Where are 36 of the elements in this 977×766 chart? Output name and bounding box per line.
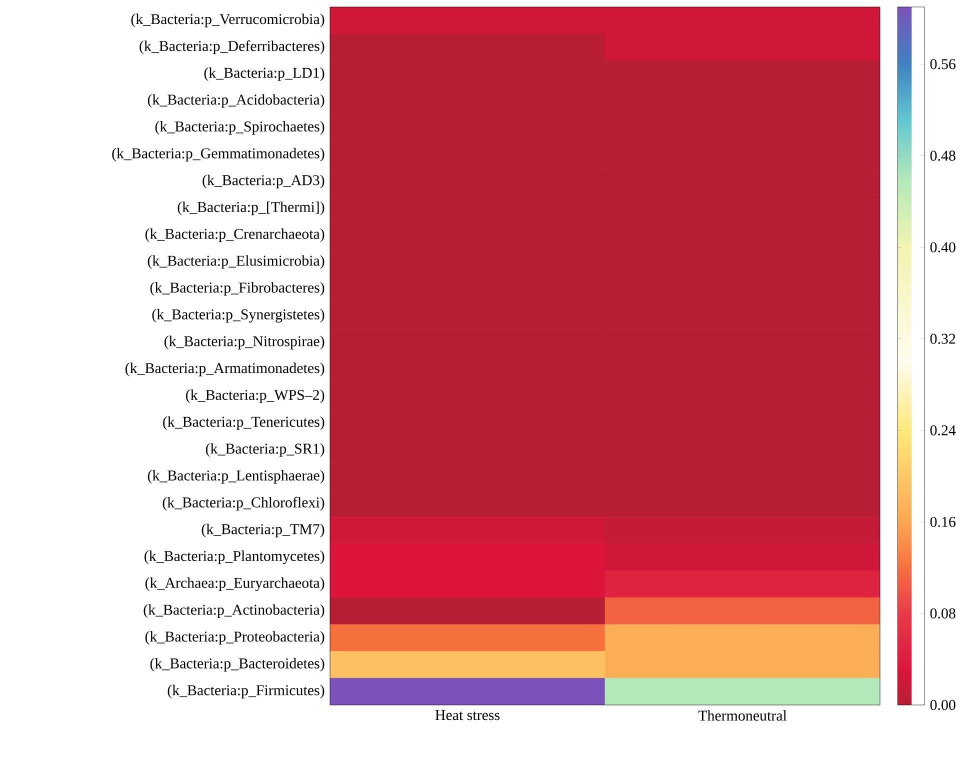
- color-bar-label: 0.08: [930, 608, 956, 619]
- y-tick-label: (k_Bacteria:p_SR1): [206, 443, 324, 457]
- color-bar-label: 0.56: [930, 59, 956, 70]
- color-bar-label: 0.00: [930, 700, 956, 710]
- y-tick-label: (k_Bacteria:p_Armatimonadetes): [125, 362, 324, 376]
- color-bar-label: 0.24: [930, 425, 956, 436]
- y-tick-label: (k_Bacteria:p_WPS–2): [186, 389, 324, 404]
- y-tick-label: (k_Bacteria:p_Proteobacteria): [145, 631, 324, 645]
- y-tick-label: (k_Bacteria:p_[Thermi]): [178, 202, 324, 216]
- color-bar-label: 0.16: [930, 516, 956, 527]
- color-bar-label: 0.48: [930, 150, 956, 161]
- y-tick-label: (k_Bacteria:p_Lentisphaerae): [148, 470, 324, 484]
- y-tick-label: (k_Bacteria:p_AD3): [202, 174, 324, 188]
- y-tick-label: (k_Bacteria:p_Firmicutes): [168, 684, 324, 698]
- y-tick-label: (k_Bacteria:p_Verrucomicrobia): [131, 14, 324, 28]
- y-tick-label: (k_Bacteria:p_Plantomycetes): [144, 550, 324, 564]
- y-tick-label: (k_Bacteria:p_Gemmatimonadetes): [112, 148, 324, 162]
- y-tick-label: (k_Bacteria:p_Bacteroidetes): [150, 658, 324, 672]
- y-tick-label: (k_Bacteria:p_Spirochaetes): [155, 121, 324, 135]
- y-tick-label: (k_Bacteria:p_Synergistetes): [152, 308, 324, 323]
- x-tick-label: Heat stress: [435, 710, 500, 720]
- y-tick-label: (k_Bacteria:p_Fibrobacteres): [150, 282, 324, 296]
- y-tick-label: (k_Bacteria:p_TM7): [202, 524, 324, 538]
- y-tick-label: (k_Bacteria:p_Nitrospirae): [164, 336, 324, 350]
- y-tick-label: (k_Bacteria:p_Crenarchaeota): [145, 228, 324, 242]
- y-tick-label: (k_Bacteria:p_Deferribacteres): [140, 40, 324, 54]
- color-bar-label: 0.40: [930, 242, 956, 252]
- x-tick-label: Thermoneutral: [698, 710, 787, 721]
- y-tick-label: (k_Bacteria:p_Chloroflexi): [162, 496, 324, 511]
- y-tick-label: (k_Bacteria:p_Actinobacteria): [144, 604, 324, 618]
- y-tick-label: (k_Bacteria:p_LD1): [204, 67, 324, 81]
- y-tick-label: (k_Bacteria:p_Tenericutes): [163, 416, 324, 430]
- y-tick-label: (k_Bacteria:p_Acidobacteria): [148, 94, 324, 108]
- y-tick-label: (k_Bacteria:p_Elusimicrobia): [148, 255, 324, 269]
- color-bar-label: 0.32: [930, 334, 956, 344]
- y-tick-label: (k_Archaea:p_Euryarchaeota): [145, 577, 324, 591]
